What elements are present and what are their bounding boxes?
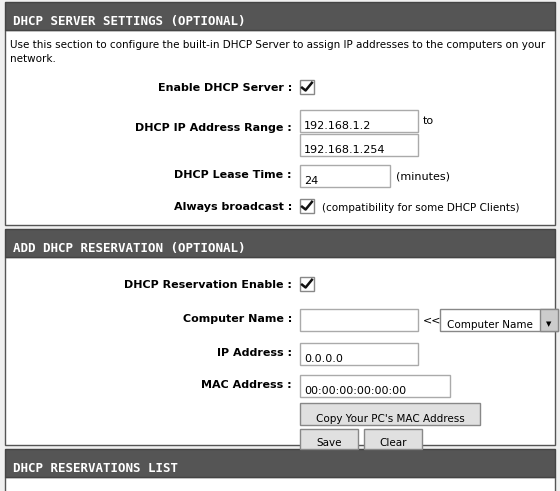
Bar: [300, 309, 418, 331]
Text: to: to: [423, 116, 434, 126]
Text: DHCP RESERVATIONS LIST: DHCP RESERVATIONS LIST: [13, 462, 178, 475]
Text: 0.0.0.0: 0.0.0.0: [304, 354, 343, 363]
Text: 192.168.1.2: 192.168.1.2: [304, 120, 371, 131]
Text: 24: 24: [304, 175, 318, 186]
Bar: [300, 277, 314, 291]
Bar: [5, 477, 555, 491]
Bar: [364, 429, 422, 449]
Bar: [5, 449, 555, 477]
Bar: [300, 80, 314, 94]
Bar: [300, 403, 480, 425]
Bar: [300, 429, 358, 449]
Text: DHCP IP Address Range :: DHCP IP Address Range :: [136, 123, 292, 133]
Text: ▼: ▼: [547, 322, 552, 327]
Bar: [5, 229, 555, 257]
Text: DHCP Lease Time :: DHCP Lease Time :: [175, 170, 292, 180]
Text: network.: network.: [10, 54, 56, 64]
Bar: [300, 375, 450, 397]
Text: 192.168.1.254: 192.168.1.254: [304, 144, 385, 155]
Bar: [300, 165, 390, 187]
Text: Always broadcast :: Always broadcast :: [174, 202, 292, 212]
Bar: [540, 309, 558, 331]
Bar: [300, 343, 418, 365]
Text: MAC Address :: MAC Address :: [202, 380, 292, 390]
Bar: [300, 199, 314, 213]
Text: Copy Your PC's MAC Address: Copy Your PC's MAC Address: [316, 413, 464, 424]
Text: ADD DHCP RESERVATION (OPTIONAL): ADD DHCP RESERVATION (OPTIONAL): [13, 242, 245, 255]
Text: Enable DHCP Server :: Enable DHCP Server :: [158, 83, 292, 93]
Bar: [300, 110, 418, 132]
Text: (compatibility for some DHCP Clients): (compatibility for some DHCP Clients): [322, 203, 520, 213]
Text: Save: Save: [316, 438, 342, 448]
Text: Clear: Clear: [379, 438, 407, 448]
Text: Use this section to configure the built-in DHCP Server to assign IP addresses to: Use this section to configure the built-…: [10, 40, 545, 50]
Bar: [5, 257, 555, 445]
Text: IP Address :: IP Address :: [217, 348, 292, 358]
Text: Computer Name :: Computer Name :: [183, 314, 292, 324]
Text: DHCP SERVER SETTINGS (OPTIONAL): DHCP SERVER SETTINGS (OPTIONAL): [13, 15, 245, 28]
Text: <<: <<: [423, 315, 441, 325]
Bar: [5, 30, 555, 225]
Text: Computer Name: Computer Name: [447, 320, 533, 329]
Text: DHCP Reservation Enable :: DHCP Reservation Enable :: [124, 280, 292, 290]
Bar: [440, 309, 558, 331]
Bar: [300, 134, 418, 156]
Text: 00:00:00:00:00:00: 00:00:00:00:00:00: [304, 385, 406, 395]
Bar: [5, 2, 555, 30]
Text: (minutes): (minutes): [396, 171, 450, 181]
